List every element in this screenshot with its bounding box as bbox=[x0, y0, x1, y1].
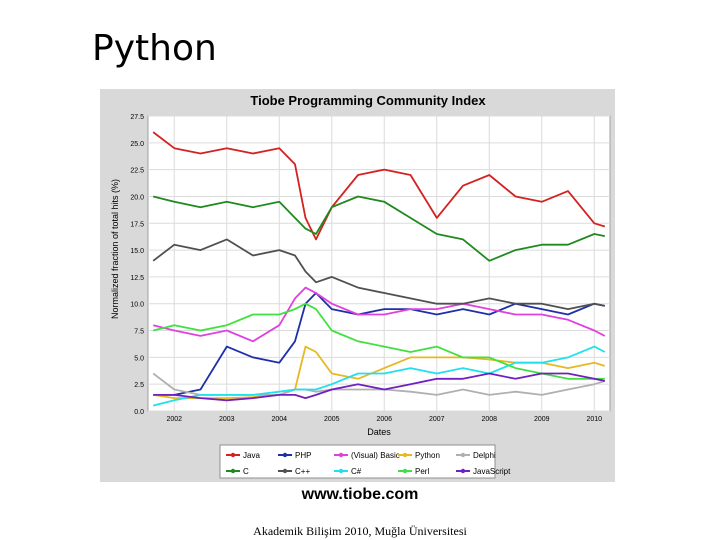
legend-marker bbox=[338, 468, 344, 474]
y-tick-label: 25.0 bbox=[130, 141, 144, 148]
y-tick-label: 5.0 bbox=[134, 355, 144, 362]
legend-marker bbox=[460, 468, 466, 474]
footer-text: Akademik Bilişim 2010, Muğla Üniversites… bbox=[253, 524, 467, 538]
grid bbox=[148, 115, 610, 412]
y-axis-ticks: 0.0 2.5 5.0 7.5 10.0 12.5 15.0 17.5 20.0 22.5 25.0… bbox=[130, 114, 144, 416]
legend: Java PHP (Visual) Basic Python Delphi C C++ C# P… bbox=[226, 451, 511, 476]
plot-area bbox=[147, 115, 611, 412]
legend-marker bbox=[460, 452, 466, 458]
legend-label: Delphi bbox=[473, 451, 496, 460]
legend-label: Java bbox=[243, 451, 260, 460]
y-tick-label: 12.5 bbox=[130, 275, 144, 282]
y-tick-label: 20.0 bbox=[130, 194, 144, 201]
y-tick-label: 7.5 bbox=[134, 329, 144, 336]
y-tick-label: 15.0 bbox=[130, 248, 144, 255]
series-line-c bbox=[152, 238, 605, 311]
legend-marker bbox=[230, 452, 236, 458]
source-url[interactable]: www.tiobe.com bbox=[301, 486, 419, 503]
legend-label: Python bbox=[415, 451, 440, 460]
legend-label: C# bbox=[351, 467, 362, 476]
y-tick-label: 22.5 bbox=[130, 168, 144, 175]
x-tick-label: 2005 bbox=[324, 416, 340, 423]
x-axis-label: Dates bbox=[367, 427, 391, 437]
legend-box bbox=[219, 444, 496, 479]
series-line-java bbox=[152, 131, 606, 241]
x-tick-label: 2004 bbox=[271, 416, 287, 423]
legend-label: (Visual) Basic bbox=[351, 451, 400, 460]
series-line-javascript bbox=[153, 372, 605, 402]
tiobe-chart: Tiobe Programming Community Index 0.0 2.5… bbox=[110, 93, 611, 479]
chart-title: Tiobe Programming Community Index bbox=[250, 93, 486, 108]
x-tick-label: 2010 bbox=[586, 416, 602, 423]
x-tick-label: 2003 bbox=[219, 416, 235, 423]
slide-title: Python bbox=[92, 28, 217, 69]
y-tick-label: 0.0 bbox=[134, 409, 144, 416]
series-lines bbox=[152, 131, 606, 407]
series-line-c bbox=[152, 195, 605, 262]
legend-label: PHP bbox=[295, 451, 311, 460]
y-tick-label: 27.5 bbox=[130, 114, 144, 121]
x-tick-label: 2008 bbox=[481, 416, 497, 423]
y-tick-label: 10.0 bbox=[130, 302, 144, 309]
legend-label: C++ bbox=[295, 467, 310, 476]
legend-label: Perl bbox=[415, 467, 429, 476]
x-tick-label: 2002 bbox=[166, 416, 182, 423]
legend-label: JavaScript bbox=[473, 467, 511, 476]
y-tick-label: 2.5 bbox=[134, 382, 144, 389]
x-tick-label: 2009 bbox=[534, 416, 550, 423]
legend-marker bbox=[230, 468, 236, 474]
legend-marker bbox=[282, 452, 288, 458]
legend-marker bbox=[402, 468, 408, 474]
legend-marker bbox=[402, 452, 408, 458]
x-axis-ticks: 2002 2003 2004 2005 2006 2007 2008 2009 2010 bbox=[166, 416, 602, 423]
series-line-c bbox=[152, 345, 606, 407]
chart-frame: Tiobe Programming Community Index 0.0 2.5… bbox=[100, 89, 615, 482]
series-line-visual-basic bbox=[152, 286, 606, 343]
legend-marker bbox=[338, 452, 344, 458]
y-axis-label: Normalized fraction of total hits (%) bbox=[110, 179, 120, 319]
x-tick-label: 2007 bbox=[429, 416, 445, 423]
legend-marker bbox=[282, 468, 288, 474]
series-line-perl bbox=[152, 302, 605, 380]
y-tick-label: 17.5 bbox=[130, 221, 144, 228]
legend-label: C bbox=[243, 467, 249, 476]
x-tick-label: 2006 bbox=[376, 416, 392, 423]
